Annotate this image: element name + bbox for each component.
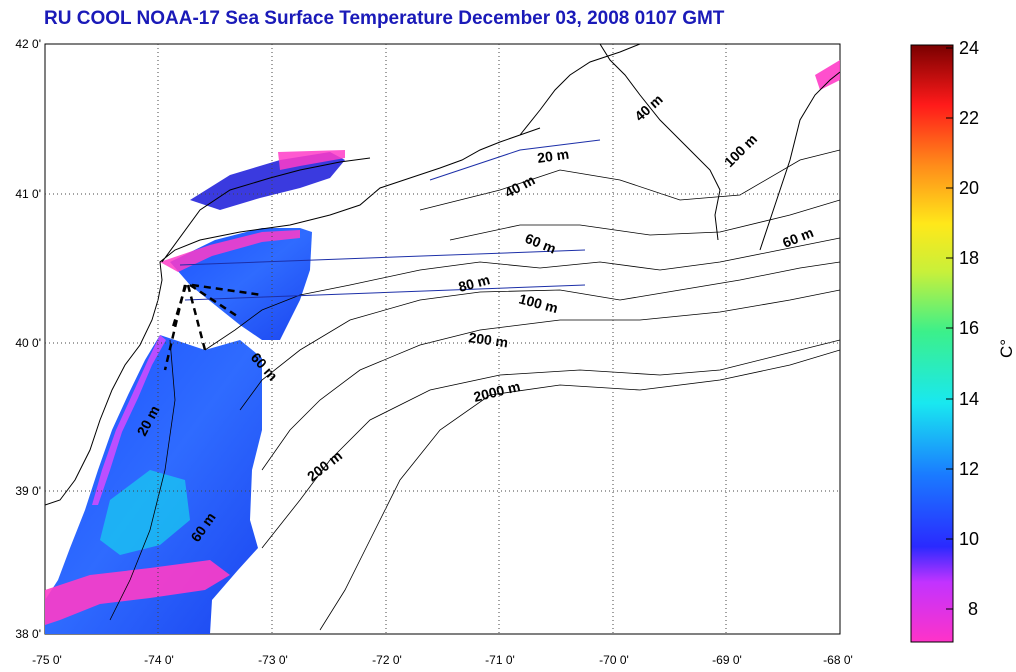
colorbar-tick-label: 22 <box>959 108 979 128</box>
colorbar-tick-label: 18 <box>959 248 979 268</box>
depth-contours <box>109 149 840 631</box>
lon-label: -72 0' <box>372 653 402 667</box>
sst-field-nybight-edge <box>160 230 300 272</box>
sst-field-south-edge <box>92 335 166 505</box>
map-title: RU COOL NOAA-17 Sea Surface Temperature … <box>44 8 725 29</box>
colorbar-tick-label: 12 <box>959 459 979 479</box>
depth-label: 20 m <box>536 146 570 166</box>
lon-label: -68 0' <box>823 653 853 667</box>
colorbar-tick-label: 10 <box>959 529 979 549</box>
lat-label: 39 0' <box>15 484 41 498</box>
colorbar-unit: C° <box>997 339 1016 358</box>
colorbar-tick-label: 8 <box>968 599 978 619</box>
colorbar-tick-label: 14 <box>959 389 979 409</box>
lat-label: 40 0' <box>15 336 41 350</box>
lon-label: -71 0' <box>485 653 515 667</box>
coastline <box>45 44 641 506</box>
sst-field-south-pink <box>45 560 230 625</box>
depth-label: 200 m <box>468 329 510 350</box>
lat-label: 41 0' <box>15 187 41 201</box>
sst-field-ne <box>815 60 840 90</box>
colorbar-tick-label: 16 <box>959 318 979 338</box>
lon-label: -69 0' <box>712 653 742 667</box>
lon-label: -74 0' <box>144 653 174 667</box>
hudson-valley-dashed <box>163 283 263 371</box>
depth-label: 80 m <box>457 271 492 295</box>
colorbar-tick-label: 20 <box>959 178 979 198</box>
sst-field-lis <box>190 152 345 210</box>
sst-field-south-cyan <box>100 470 190 555</box>
cape-cod <box>599 44 840 251</box>
lon-label: -73 0' <box>258 653 288 667</box>
lon-label: -75 0' <box>32 653 62 667</box>
sst-field-lis-edge <box>278 150 345 170</box>
lat-label: 38 0' <box>15 627 41 641</box>
lon-label: -70 0' <box>599 653 629 667</box>
colorbar <box>910 44 954 643</box>
track-lines <box>179 139 601 301</box>
graticule <box>45 44 840 634</box>
colorbar-tick-label: 24 <box>959 38 979 58</box>
lat-label: 42 0' <box>15 37 41 51</box>
colorbar-ticks <box>946 47 953 610</box>
